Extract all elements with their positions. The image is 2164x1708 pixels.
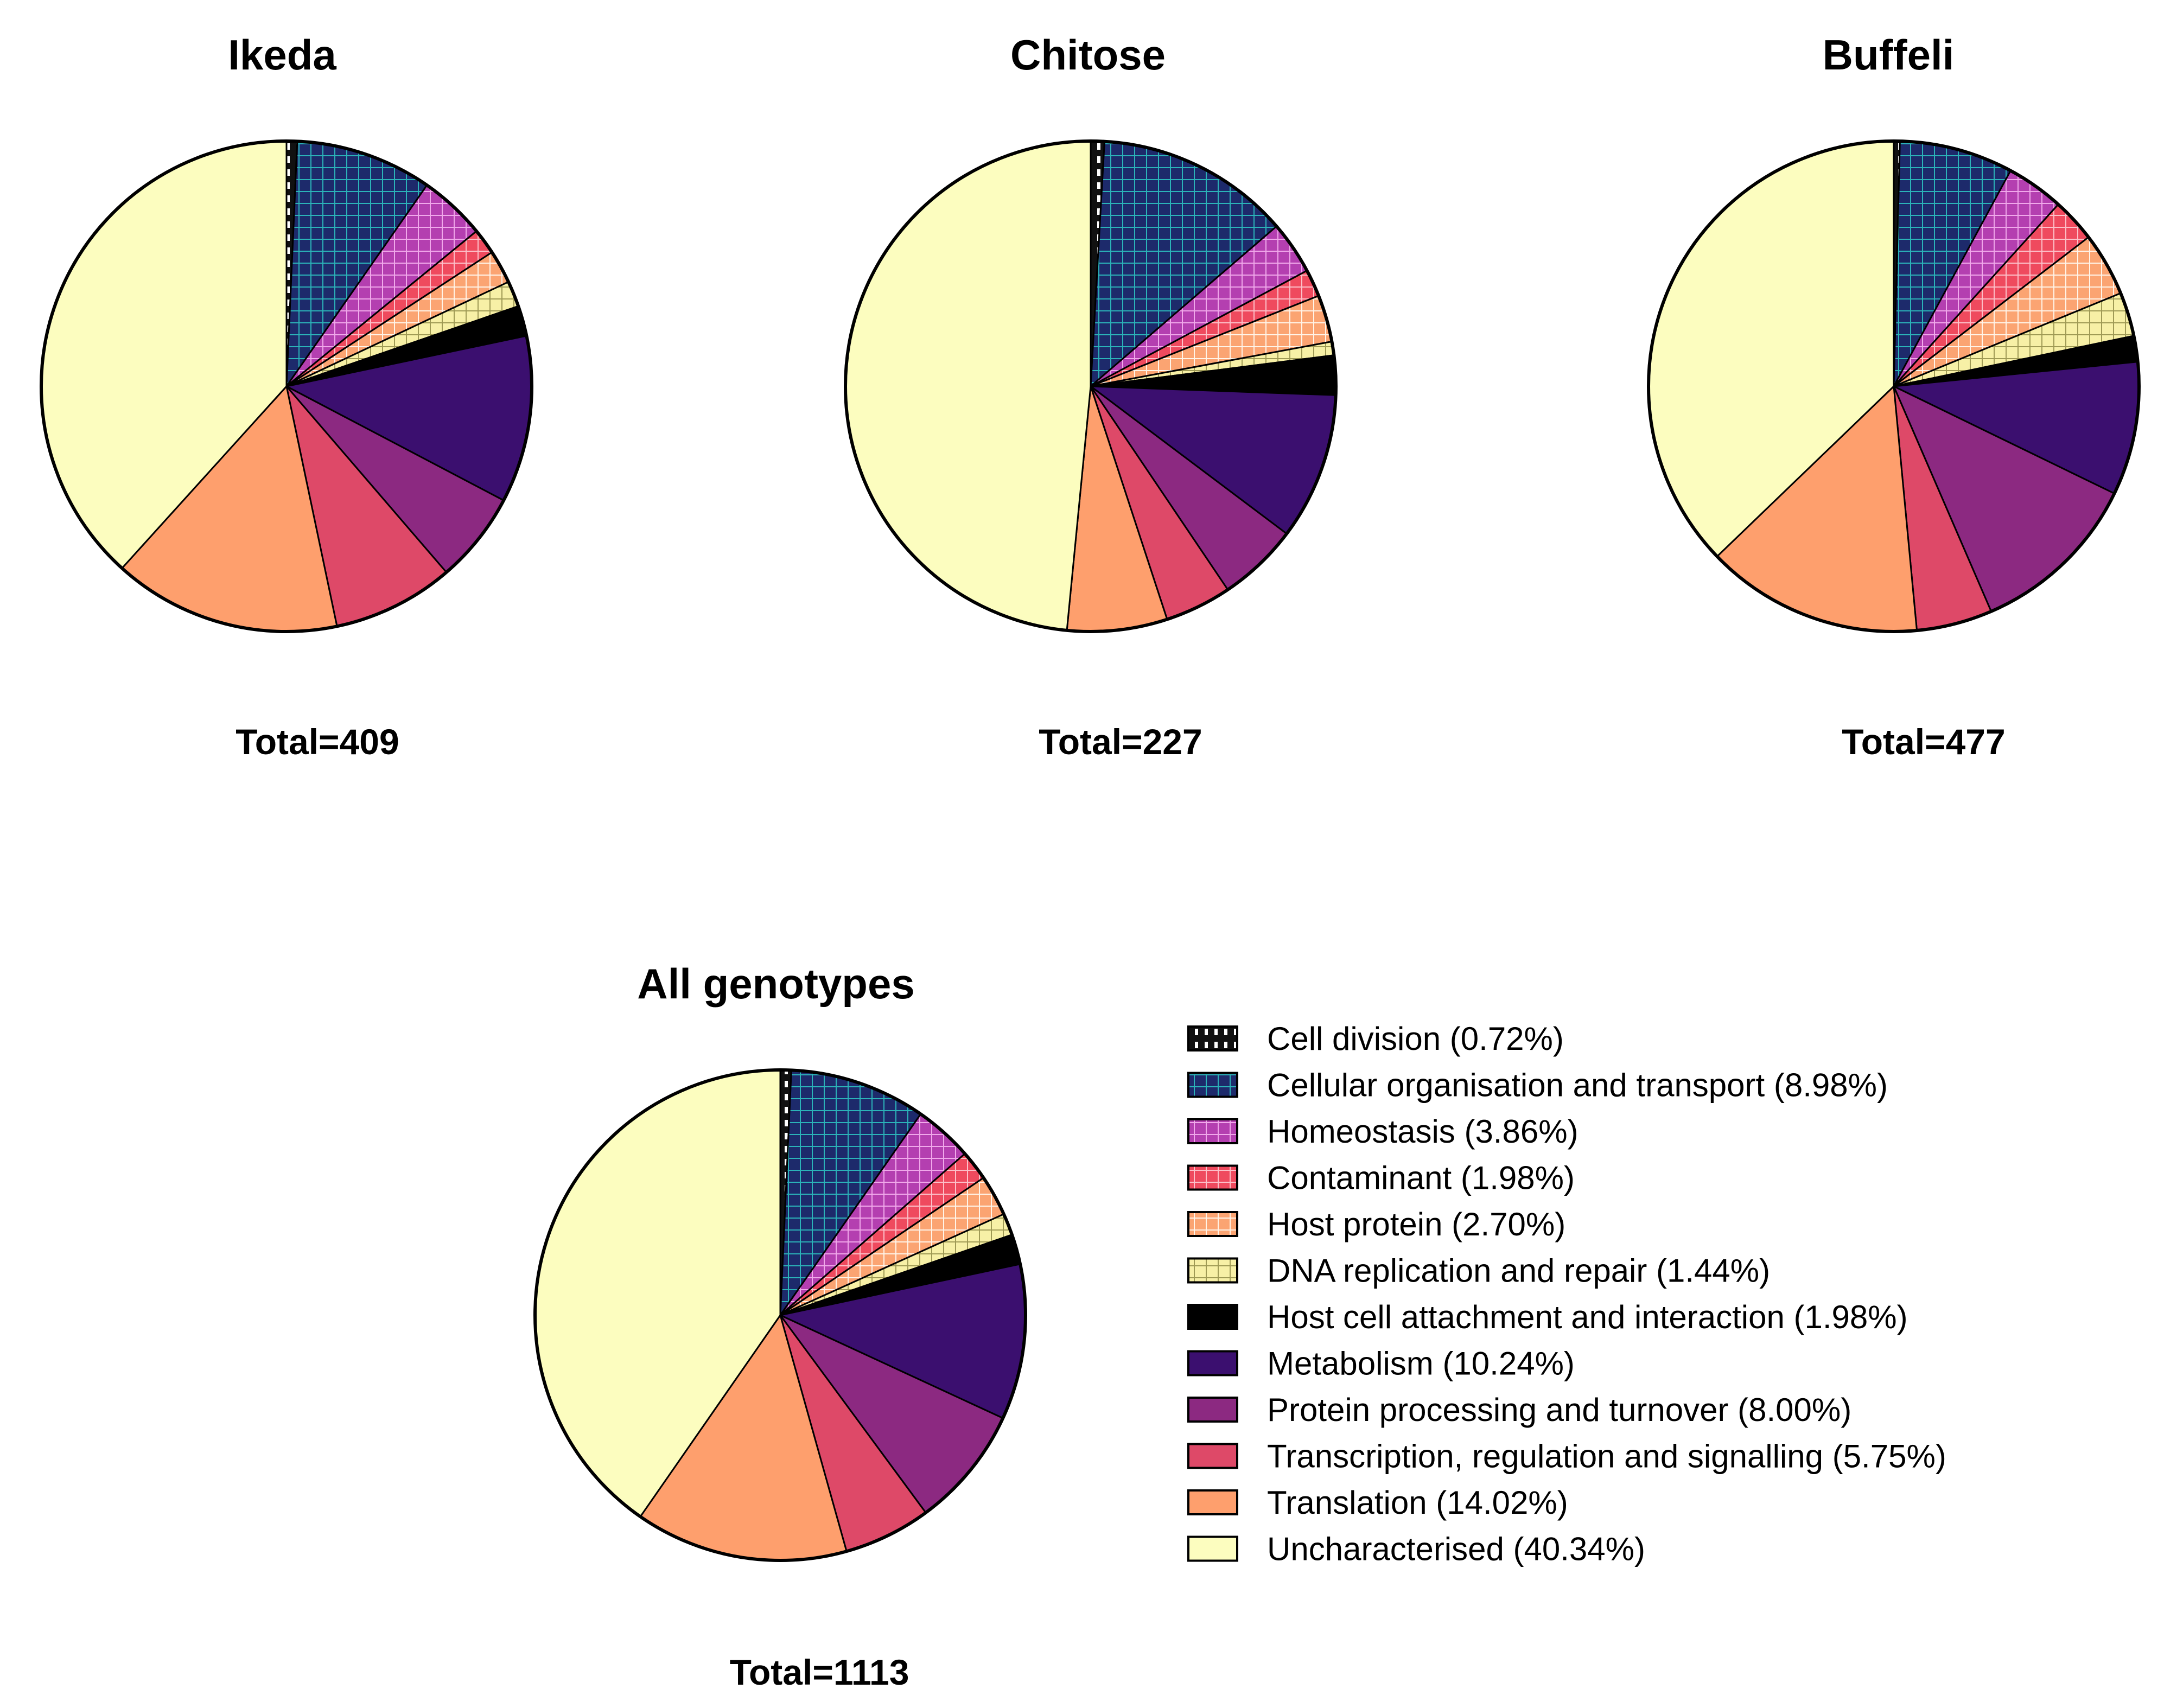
buffeli-pie-chart: Buffeli Total=477 (1647, 31, 2141, 762)
legend-item-uncharacterised: Uncharacterised (40.34%) (1187, 1531, 1645, 1567)
legend-label-cell-division: Cell division (0.72%) (1267, 1021, 1564, 1057)
ikeda-total: Total=409 (236, 722, 399, 762)
ikeda-slices (40, 139, 533, 633)
legend-swatch-cellular-organisation-and-transport (1187, 1072, 1238, 1098)
legend-label-metabolism: Metabolism (10.24%) (1267, 1346, 1575, 1382)
ikeda-pie-chart: Ikeda Total=409 (40, 31, 533, 762)
legend-label-dna-replication-and-repair: DNA replication and repair (1.44%) (1267, 1253, 1770, 1289)
ikeda-pie-outline (40, 139, 533, 633)
legend-item-dna-replication-and-repair: DNA replication and repair (1.44%) (1187, 1253, 1770, 1289)
buffeli-slices (1647, 139, 2141, 633)
legend-label-protein-processing-and-turnover: Protein processing and turnover (8.00%) (1267, 1392, 1851, 1428)
legend-swatch-uncharacterised (1187, 1535, 1238, 1562)
legend-swatch-contaminant (1187, 1164, 1238, 1191)
legend-item-contaminant: Contaminant (1.98%) (1187, 1160, 1575, 1196)
all-genotypes-pie-chart: All genotypes Total=1113 (533, 960, 1027, 1692)
legend-item-translation: Translation (14.02%) (1187, 1484, 1568, 1521)
legend-swatch-cell-division (1187, 1025, 1238, 1051)
legend-label-translation: Translation (14.02%) (1267, 1484, 1568, 1521)
legend-label-homeostasis: Homeostasis (3.86%) (1267, 1113, 1579, 1150)
legend-swatch-host-protein (1187, 1211, 1238, 1237)
legend-swatch-translation (1187, 1489, 1238, 1515)
all-genotypes-total: Total=1113 (730, 1652, 909, 1692)
buffeli-pie-outline (1647, 139, 2141, 633)
legend-label-uncharacterised: Uncharacterised (40.34%) (1267, 1531, 1645, 1567)
chitose-pie-outline (844, 139, 1338, 633)
legend-swatch-metabolism (1187, 1350, 1238, 1376)
legend-item-metabolism: Metabolism (10.24%) (1187, 1346, 1575, 1382)
legend-label-contaminant: Contaminant (1.98%) (1267, 1160, 1575, 1196)
legend-swatch-transcription-regulation-and-signalling (1187, 1443, 1238, 1469)
legend-swatch-homeostasis (1187, 1118, 1238, 1144)
chitose-total: Total=227 (1039, 722, 1202, 762)
legend-swatch-protein-processing-and-turnover (1187, 1397, 1238, 1423)
legend-label-cellular-organisation-and-transport: Cellular organisation and transport (8.9… (1267, 1067, 1888, 1104)
legend-swatch-dna-replication-and-repair (1187, 1257, 1238, 1284)
all-pie-outline (533, 1068, 1027, 1562)
legend-item-transcription-regulation-and-signalling: Transcription, regulation and signalling… (1187, 1438, 1946, 1475)
legend-label-host-protein: Host protein (2.70%) (1267, 1206, 1565, 1242)
chitose-title: Chitose (1010, 31, 1166, 79)
legend-item-protein-processing-and-turnover: Protein processing and turnover (8.00%) (1187, 1392, 1851, 1428)
legend: Cell division (0.72%) Cellular organisati… (1187, 1021, 1946, 1567)
ikeda-title: Ikeda (228, 31, 336, 79)
legend-label-transcription-regulation-and-signalling: Transcription, regulation and signalling… (1267, 1438, 1946, 1475)
legend-label-host-cell-attachment-and-interaction: Host cell attachment and interaction (1.… (1267, 1299, 1908, 1335)
all-genotypes-title: All genotypes (637, 960, 914, 1008)
buffeli-total: Total=477 (1842, 722, 2005, 762)
chitose-slices (844, 139, 1338, 633)
legend-swatch-host-cell-attachment-and-interaction (1187, 1304, 1238, 1330)
chitose-pie-chart: Chitose Total=227 (844, 31, 1338, 762)
legend-item-cell-division: Cell division (0.72%) (1187, 1021, 1564, 1057)
chitose-slice-uncharacterised (844, 140, 1092, 632)
buffeli-title: Buffeli (1823, 31, 1955, 79)
legend-item-cellular-organisation-and-transport: Cellular organisation and transport (8.9… (1187, 1067, 1888, 1104)
legend-item-homeostasis: Homeostasis (3.86%) (1187, 1113, 1579, 1150)
legend-item-host-protein: Host protein (2.70%) (1187, 1206, 1565, 1242)
legend-item-host-cell-attachment-and-interaction: Host cell attachment and interaction (1.… (1187, 1299, 1908, 1335)
all-genotypes-slices (533, 1068, 1027, 1562)
